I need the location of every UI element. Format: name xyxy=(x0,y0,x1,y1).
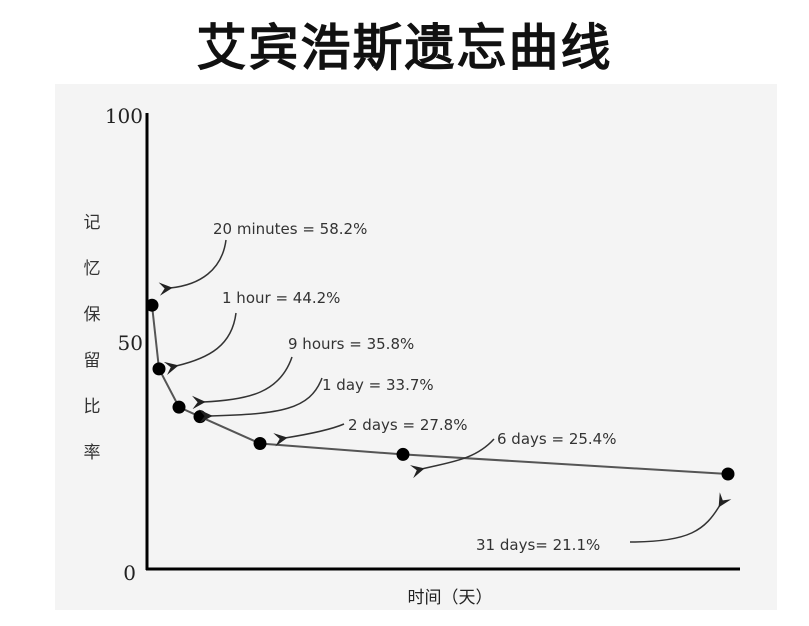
data-point xyxy=(152,362,166,376)
y-tick-50: 50 xyxy=(118,331,143,355)
y-axis-label-char: 留 xyxy=(84,351,101,371)
annotation-arrow xyxy=(409,438,495,479)
data-point xyxy=(145,298,159,312)
data-point xyxy=(721,467,735,481)
y-axis-label-char: 忆 xyxy=(84,259,101,279)
x-axis-label: 时间（天） xyxy=(408,588,493,608)
data-label: 1 day = 33.7% xyxy=(322,376,434,394)
data-point xyxy=(172,400,186,414)
y-axis-label-char: 记 xyxy=(84,213,101,233)
annotation-arrow xyxy=(273,423,345,447)
data-point xyxy=(253,437,267,451)
data-label: 1 hour = 44.2% xyxy=(222,289,340,307)
y-tick-100: 100 xyxy=(105,104,143,128)
annotation-arrow xyxy=(163,312,237,376)
y-axis-label-char: 比 xyxy=(84,397,101,417)
annotation-arrow xyxy=(199,377,323,424)
y-tick-0: 0 xyxy=(123,561,136,585)
series-line xyxy=(151,305,729,475)
data-point xyxy=(396,447,410,461)
data-label: 2 days = 27.8% xyxy=(348,416,467,434)
data-label: 20 minutes = 58.2% xyxy=(213,220,367,238)
data-point xyxy=(193,410,207,424)
data-label: 31 days= 21.1% xyxy=(476,536,600,554)
chart-title: 艾宾浩斯遗忘曲线 xyxy=(196,18,613,77)
data-label: 9 hours = 35.8% xyxy=(288,335,414,353)
plot-background xyxy=(55,84,777,610)
annotation-arrow xyxy=(629,492,732,543)
annotation-arrow xyxy=(158,239,227,296)
y-axis-label-char: 率 xyxy=(84,443,101,463)
data-label: 6 days = 25.4% xyxy=(497,430,616,448)
annotation-arrow xyxy=(191,356,293,410)
y-axis-label-char: 保 xyxy=(84,305,101,325)
